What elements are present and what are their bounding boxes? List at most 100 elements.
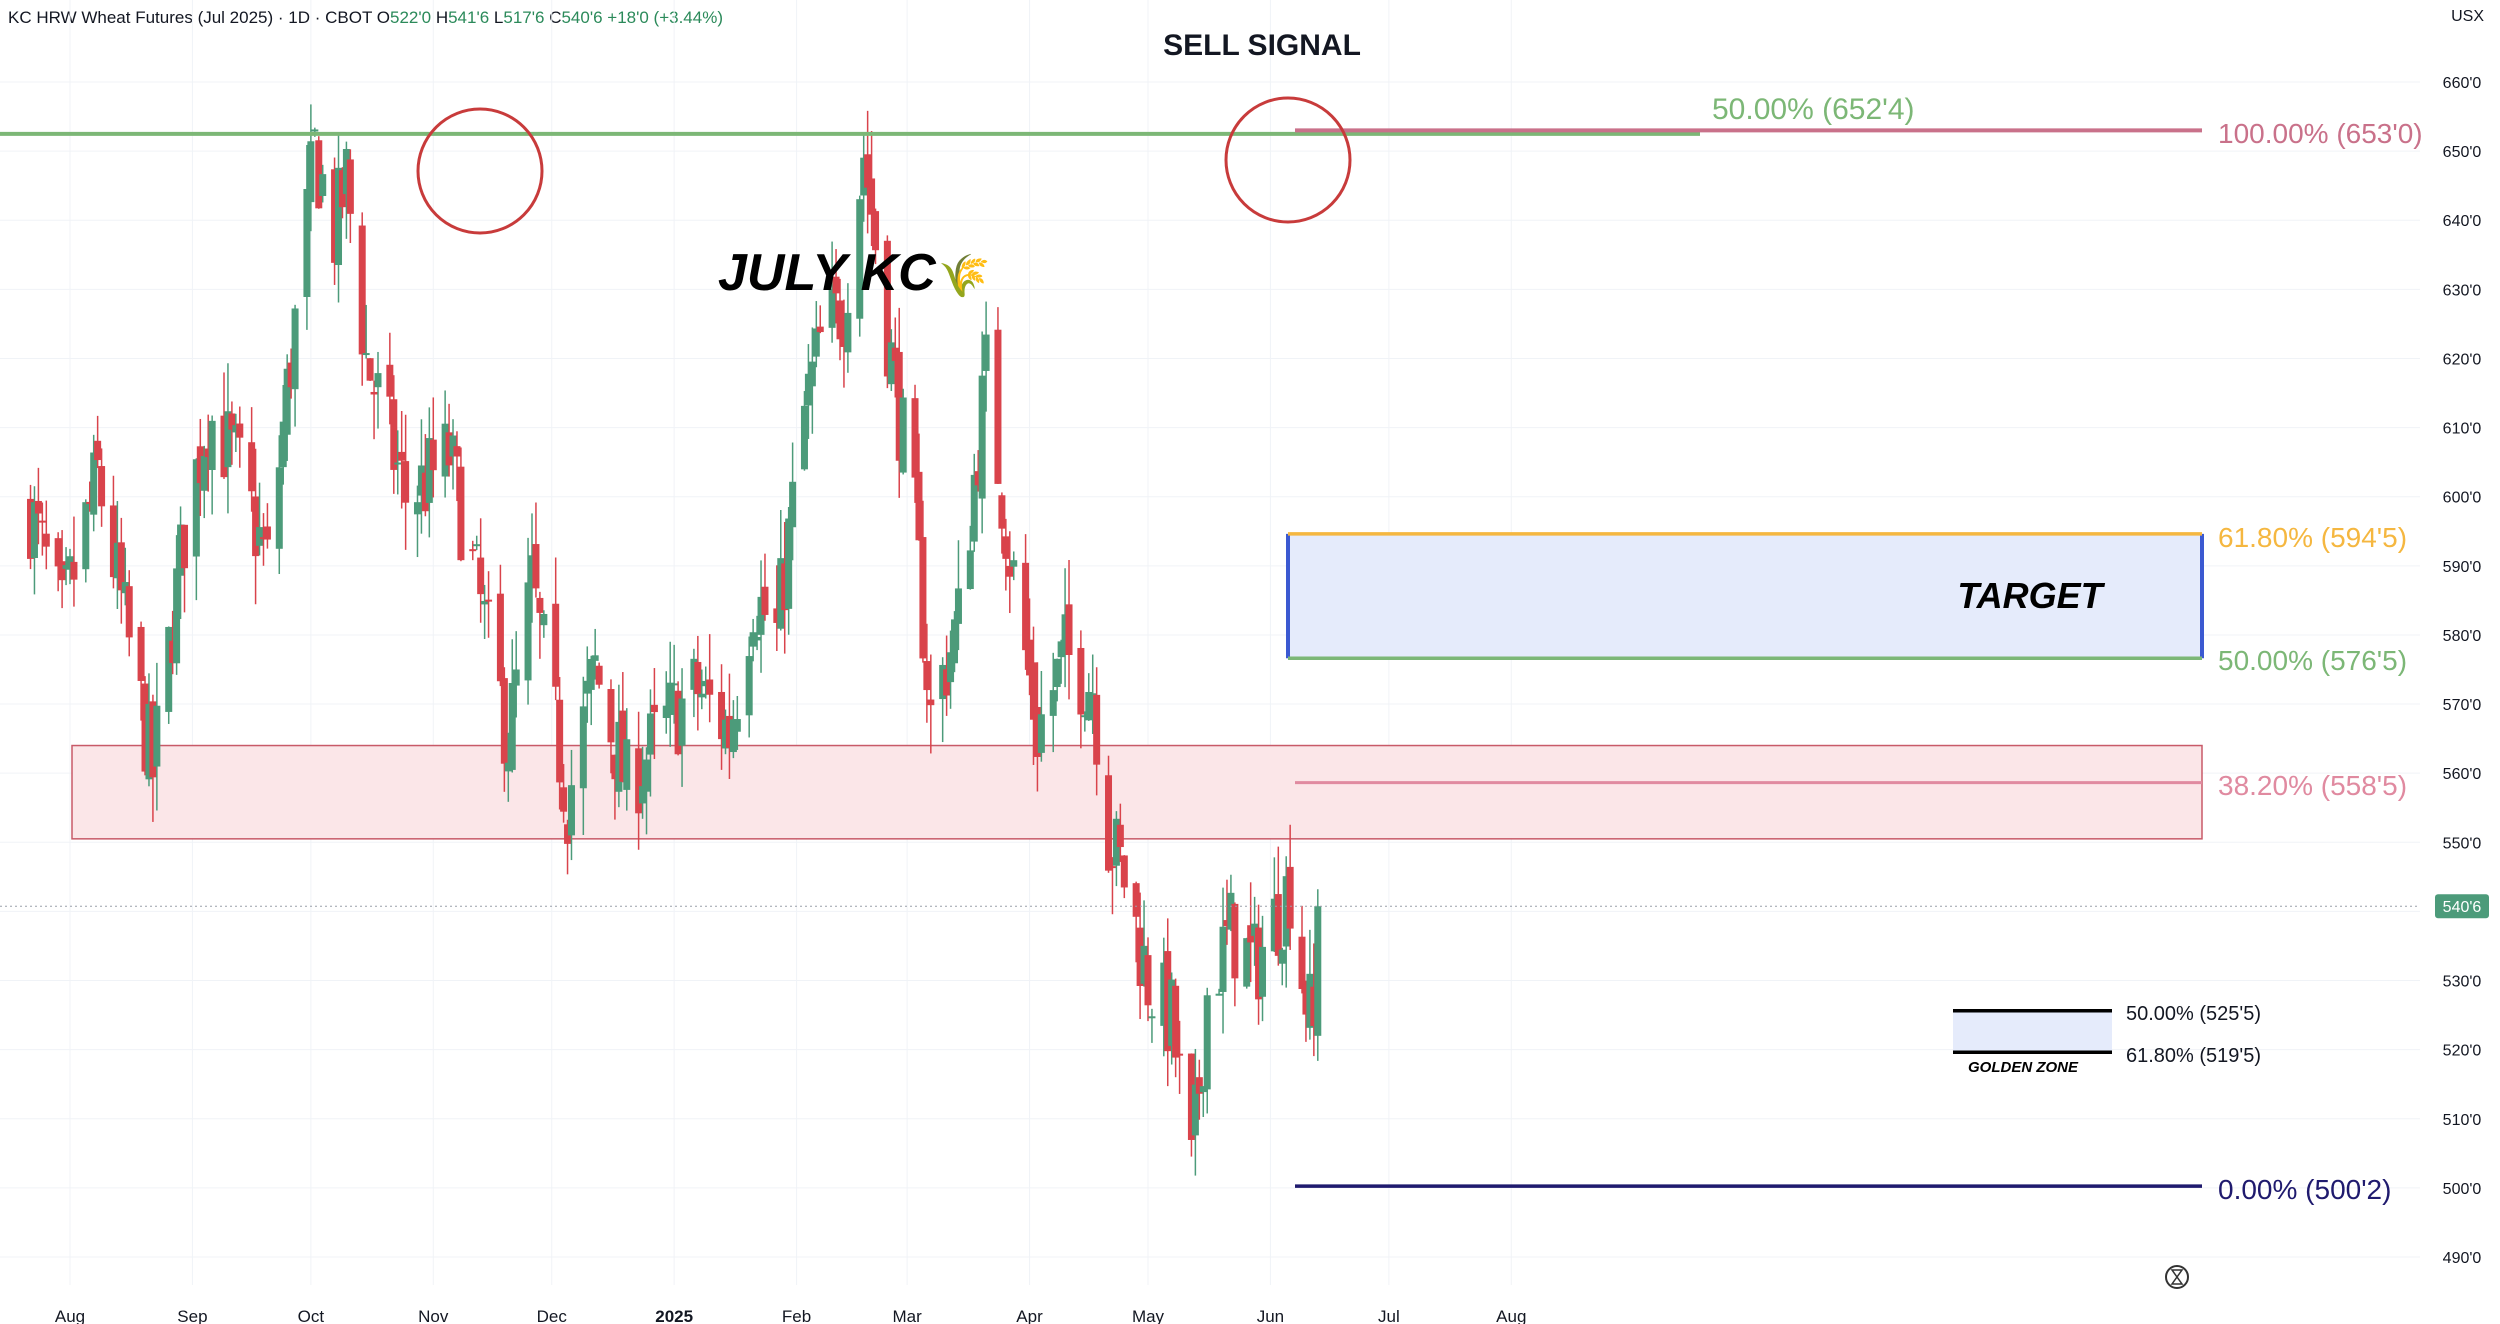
candle-body [524,582,532,681]
candle-body [757,596,765,635]
candle-body [528,555,536,585]
candle-body [445,432,453,466]
candle-body [208,420,216,471]
candle-body [1259,946,1267,997]
candle-body [1164,951,1172,1052]
y-tick-label: 560'0 [2443,766,2482,783]
candle-body [82,502,90,570]
candle-body [970,474,978,542]
candle-body [1168,979,1176,1046]
change-value: +18'0 (+3.44%) [607,8,723,27]
fib-label-100: 100.00% (653'0) [2218,118,2423,149]
candle-body [496,593,504,682]
candle-body [836,300,844,340]
wheat-icon: 🌾 [938,252,990,299]
candle-body [192,459,200,557]
candle-body [832,276,840,294]
x-tick-label: Nov [418,1307,449,1324]
sell-signal-circle-left [416,107,544,235]
high-label: H [435,8,449,27]
y-tick-label: 640'0 [2443,213,2482,230]
open-value: 522'0 [390,8,432,27]
golden-fib-label-50: 50.00% (525'5) [2126,1003,2261,1025]
candle-body [335,167,343,266]
candle-body [42,533,50,547]
high-value: 541'6 [448,8,490,27]
candle-body [362,353,370,356]
candle-body [421,472,429,512]
y-tick-label: 510'0 [2443,1112,2482,1129]
candle-body [1176,1053,1184,1056]
candle-body [220,415,228,478]
candle-body [1026,639,1034,676]
candle-body [113,542,121,579]
candle-body [1120,855,1128,888]
candle-body [1306,973,1314,1028]
candle-body [915,471,923,541]
candle-body [141,683,149,772]
x-tick-label: Jun [1257,1307,1284,1324]
candle-body [623,739,631,790]
candle-body [1227,892,1235,930]
candle-body [402,461,410,503]
candle-body [429,439,437,471]
candle-body [204,448,212,458]
candle-body [1302,984,1310,1015]
candle-body [678,698,686,746]
candle-body [1274,894,1282,956]
candle-body [1006,565,1014,577]
candle-body [342,148,350,195]
candle-body [1010,560,1018,567]
candle-body [252,496,260,557]
currency-label[interactable]: USX [2451,8,2484,25]
candle-body [169,640,177,664]
reset-icon[interactable] [2165,1265,2189,1289]
candle-body [1144,955,1152,1006]
candle-body [650,704,658,713]
candle-body [1187,1053,1195,1140]
candle-body [236,423,244,438]
time-axis[interactable]: Aug Sep Oct Nov Dec 2025 Feb Mar Apr May Jun Jul Aug [55,1307,1527,1324]
candle-body [366,358,374,381]
candle-body [38,520,46,523]
candle-body [1049,690,1057,716]
y-tick-label: 600'0 [2443,490,2482,507]
candle-body [800,405,808,470]
candle-body [145,703,153,780]
y-tick-label: 650'0 [2443,144,2482,161]
candle-body [62,565,70,569]
symbol-title[interactable]: KC HRW Wheat Futures (Jul 2025) · 1D · C… [8,8,373,27]
candle-body [639,786,647,804]
candle-body [181,524,189,569]
candle-body [1140,945,1148,984]
candle-body [1089,693,1097,696]
fib-lines: 50.00% (652'4) 100.00% (653'0) 61.80% (594… [0,93,2423,1205]
candle-body [1282,876,1290,947]
candle-body [998,495,1006,529]
candle-body [358,225,366,355]
y-tick-label: 520'0 [2443,1043,2482,1060]
candle-body [773,608,781,623]
candle-body [94,440,102,461]
candle-body [1065,604,1073,656]
candle-body [844,312,852,353]
golden-zone-label: GOLDEN ZONE [1968,1059,2079,1076]
candle-body [729,719,737,753]
candle-body [283,368,291,435]
candle-body [789,481,797,528]
candle-body [1243,938,1251,987]
candle-body [315,140,323,209]
candle-body [153,705,161,767]
y-tick-label: 550'0 [2443,835,2482,852]
candle-body [1085,691,1093,721]
candle-body [291,308,299,390]
candle-body [275,467,283,549]
july-kc-label: JULY KC [718,244,937,302]
candle-body [607,689,615,743]
price-axis[interactable]: 660'0 650'0 640'0 630'0 620'0 610'0 600'0 590'0… [2435,75,2489,1267]
candle-body [27,498,35,559]
x-tick-label: 2025 [655,1307,693,1324]
candle-body [698,693,706,698]
candle-body [121,582,129,594]
